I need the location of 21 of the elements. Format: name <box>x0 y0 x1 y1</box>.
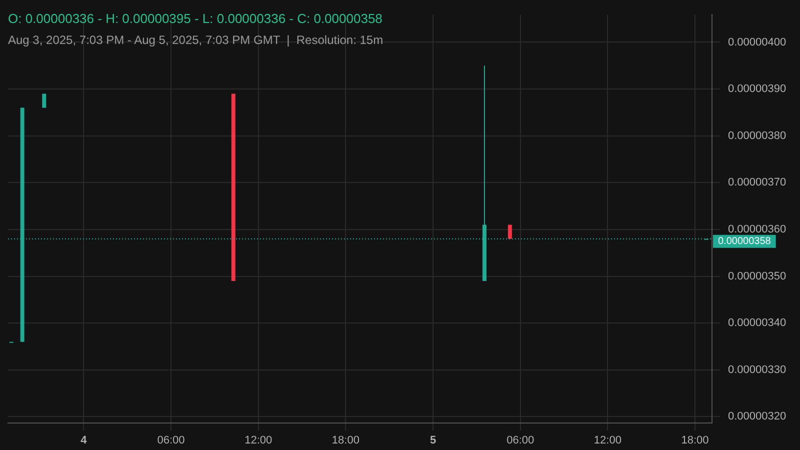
y-tick-label: 0.00000390 <box>728 83 786 96</box>
x-tick-label: 12:00 <box>594 434 622 446</box>
x-tick-label: 06:00 <box>506 434 534 446</box>
candlestick <box>42 93 46 108</box>
x-tick-label: 06:00 <box>157 434 185 446</box>
y-tick-label: 0.00000320 <box>728 410 786 423</box>
y-tick-label: 0.00000400 <box>728 36 786 48</box>
text: Aug 3, 2025, 7:03 PM - Aug 5, 2025, 7:03 PM GMT | Resolution: 15m <box>8 33 384 47</box>
ref-line-label: 0.00000358 <box>718 236 772 248</box>
y-tick-label: 0.00000330 <box>728 364 786 376</box>
y-tick-label: 0.00000380 <box>728 130 786 142</box>
x-tick-label: 18:00 <box>681 434 709 446</box>
x-tick-label: 18:00 <box>332 434 360 446</box>
y-tick-label: 0.00000340 <box>728 317 786 330</box>
y-tick-label: 0.00000360 <box>728 224 786 236</box>
annotation: O: 0.00000336 - H: 0.00000395 - L: 0.00000336 - C: 0.00000358 <box>8 11 382 26</box>
x-tick-label: 5 <box>430 434 436 446</box>
x-tick-label: 12:00 <box>244 434 272 446</box>
y-tick-label: 0.00000370 <box>728 176 786 189</box>
x-tick-label: 4 <box>80 434 88 446</box>
y-tick-label: 0.00000350 <box>728 270 786 282</box>
